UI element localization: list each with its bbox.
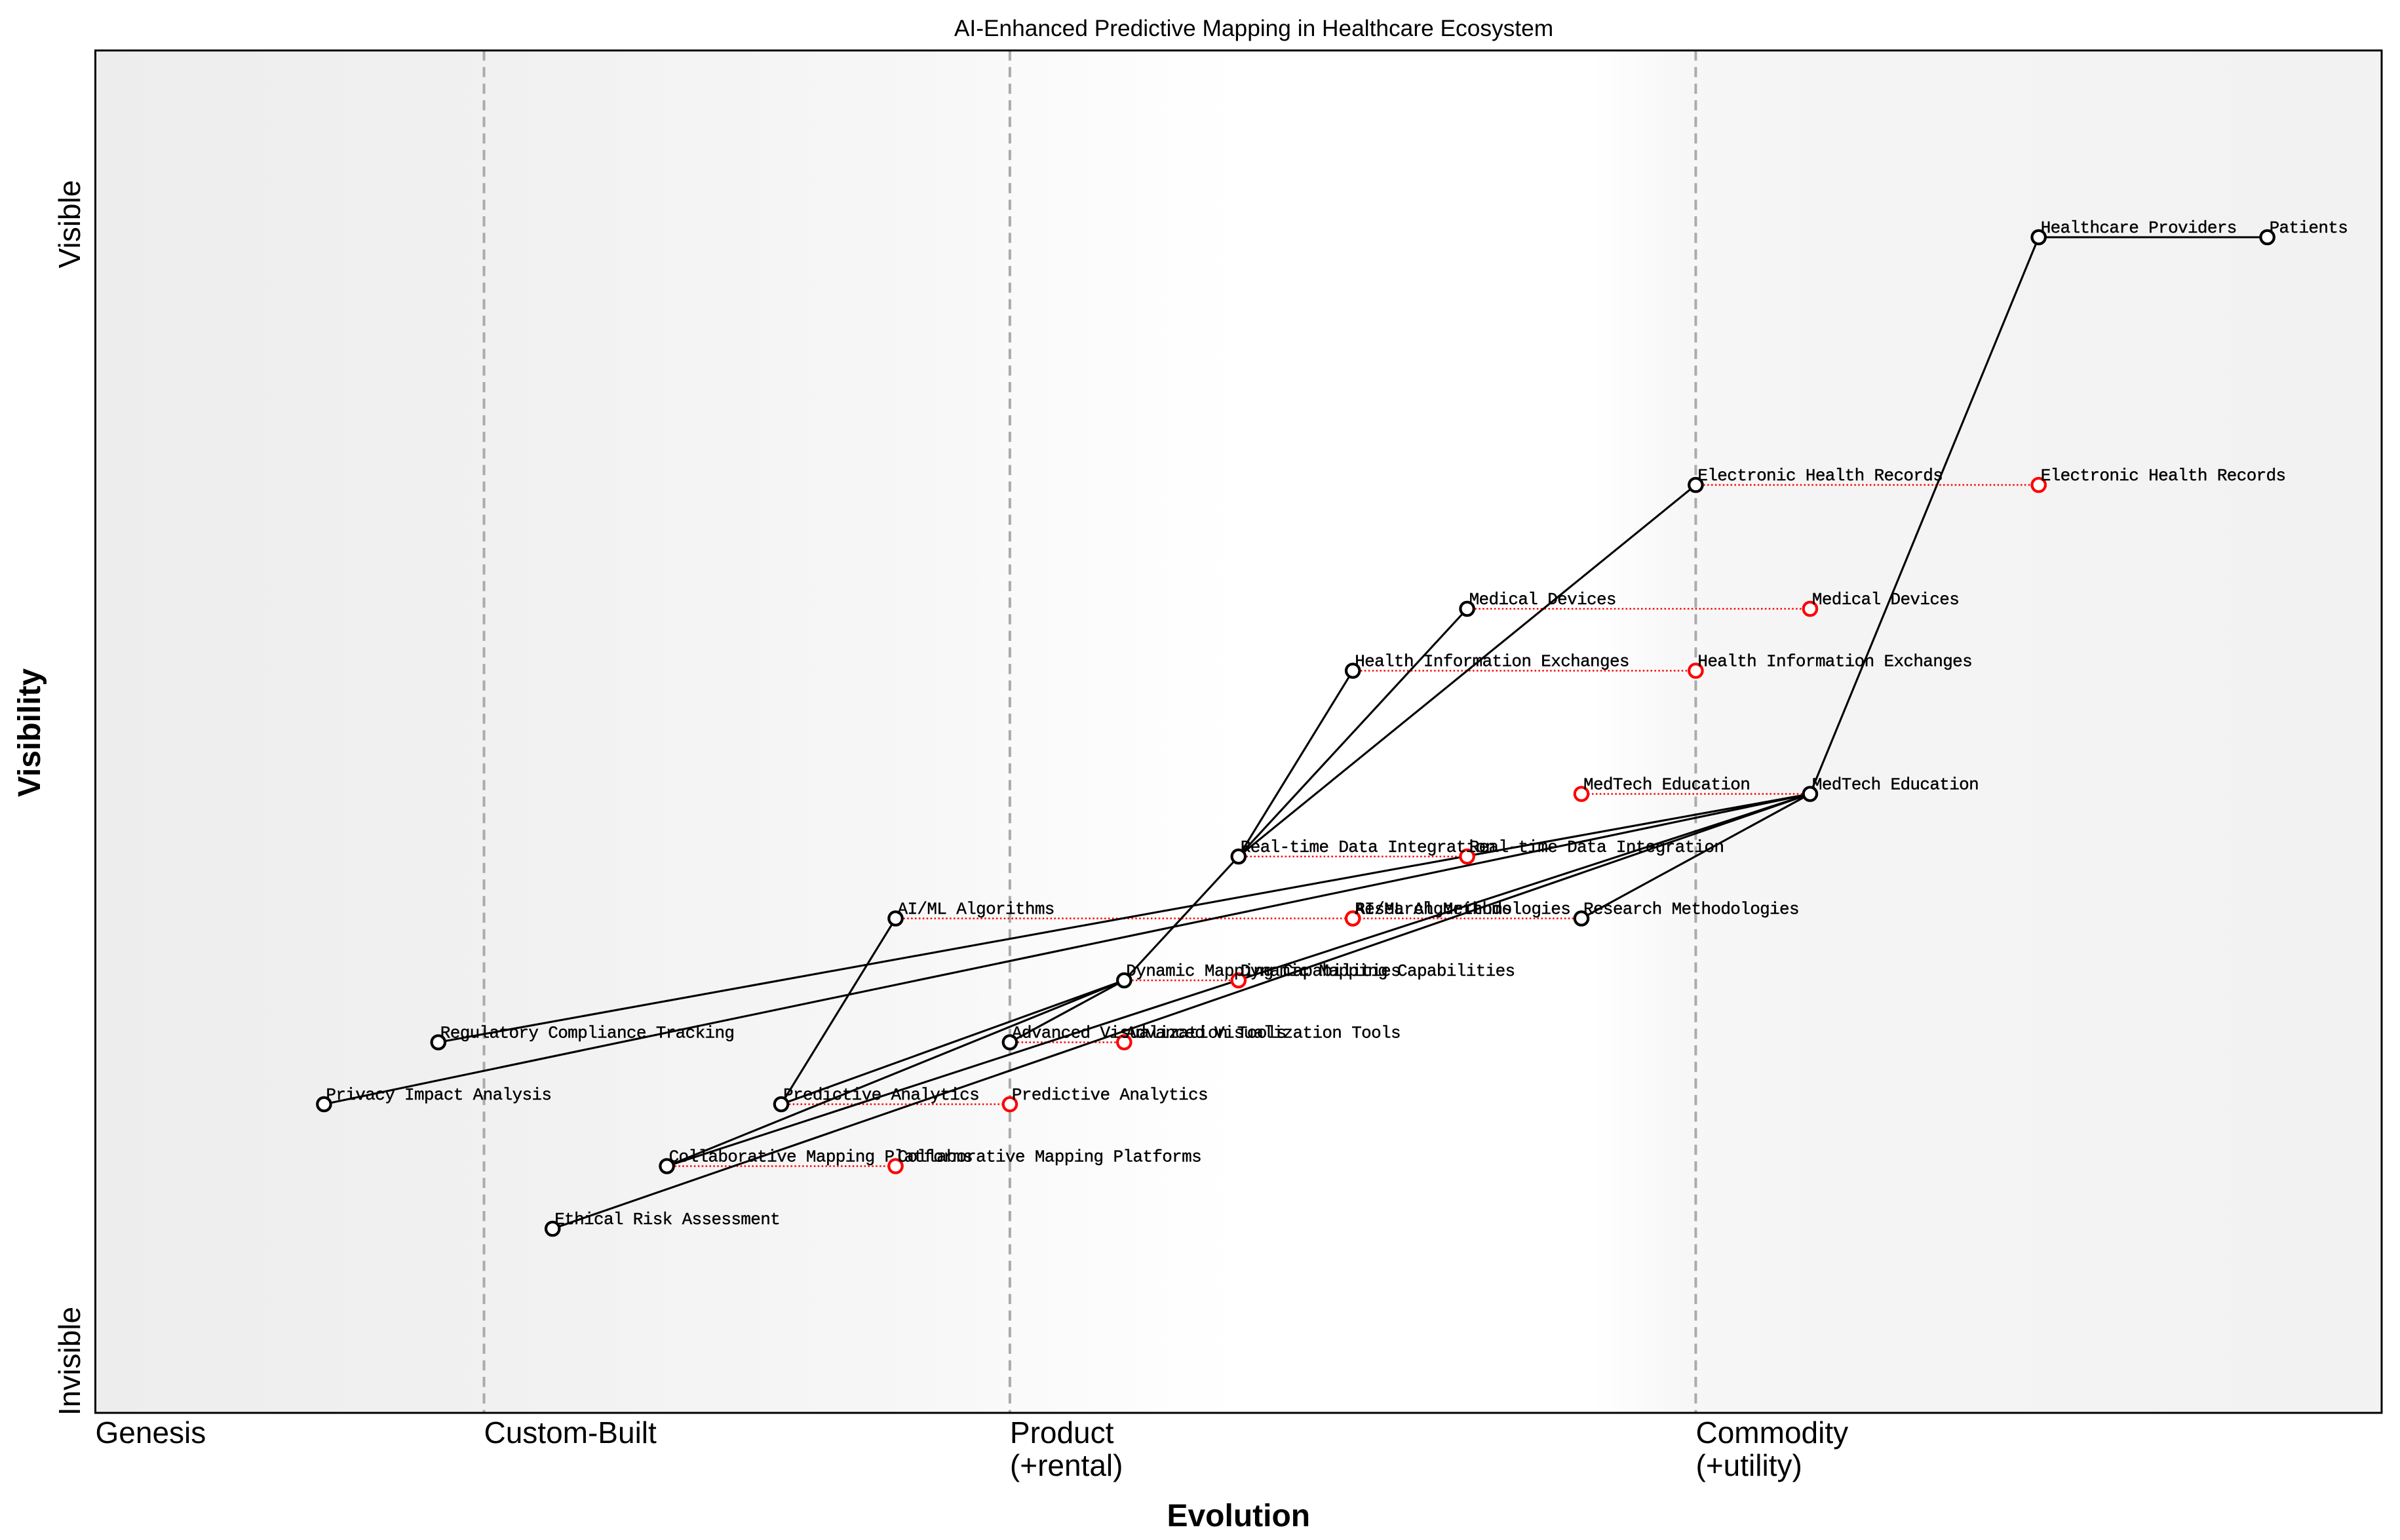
svg-text:Ethical Risk Assessment: Ethical Risk Assessment xyxy=(554,1210,780,1229)
svg-text:Electronic Health Records: Electronic Health Records xyxy=(1697,466,1943,486)
svg-text:Electronic Health Records: Electronic Health Records xyxy=(2041,466,2286,486)
svg-text:Regulatory Compliance Tracking: Regulatory Compliance Tracking xyxy=(440,1024,735,1043)
svg-text:Commodity: Commodity xyxy=(1696,1415,1849,1450)
svg-text:Medical Devices: Medical Devices xyxy=(1812,590,1959,609)
svg-text:Health Information Exchanges: Health Information Exchanges xyxy=(1697,652,1972,672)
svg-text:Healthcare Providers: Healthcare Providers xyxy=(2041,218,2237,238)
svg-text:(+utility): (+utility) xyxy=(1696,1448,1802,1482)
svg-text:Research Methodologies: Research Methodologies xyxy=(1583,900,1799,919)
svg-text:Genesis: Genesis xyxy=(96,1415,206,1450)
svg-text:Visibility: Visibility xyxy=(12,668,47,797)
svg-text:Invisible: Invisible xyxy=(52,1307,87,1415)
svg-text:AI-Enhanced Predictive Mapping: AI-Enhanced Predictive Mapping in Health… xyxy=(954,16,1553,41)
svg-text:MedTech Education: MedTech Education xyxy=(1812,775,1979,795)
svg-text:MedTech Education: MedTech Education xyxy=(1583,775,1750,795)
svg-text:Patients: Patients xyxy=(2270,218,2348,238)
svg-text:Custom-Built: Custom-Built xyxy=(484,1415,657,1450)
svg-text:Visible: Visible xyxy=(52,180,87,269)
svg-text:Predictive Analytics: Predictive Analytics xyxy=(1012,1085,1208,1105)
svg-text:Advanced Visualization Tools: Advanced Visualization Tools xyxy=(1126,1024,1401,1043)
svg-text:Collaborative Mapping Platform: Collaborative Mapping Platforms xyxy=(898,1147,1202,1167)
svg-text:Medical Devices: Medical Devices xyxy=(1469,590,1616,609)
svg-text:Privacy Impact Analysis: Privacy Impact Analysis xyxy=(326,1085,551,1105)
svg-text:Real-time Data Integration: Real-time Data Integration xyxy=(1469,837,1724,857)
svg-text:Advanced Visualization Tools: Advanced Visualization Tools xyxy=(1012,1024,1287,1043)
svg-text:Real-time Data Integration: Real-time Data Integration xyxy=(1241,837,1496,857)
svg-text:AI/ML Algorithms: AI/ML Algorithms xyxy=(1355,900,1511,919)
svg-text:Dynamic Mapping Capabilities: Dynamic Mapping Capabilities xyxy=(1126,961,1401,981)
svg-text:Health Information Exchanges: Health Information Exchanges xyxy=(1355,652,1629,672)
svg-text:Evolution: Evolution xyxy=(1167,1499,1310,1533)
svg-text:Collaborative Mapping Platform: Collaborative Mapping Platforms xyxy=(669,1147,973,1167)
svg-text:Dynamic Mapping Capabilities: Dynamic Mapping Capabilities xyxy=(1241,961,1515,981)
svg-text:Product: Product xyxy=(1010,1415,1114,1450)
svg-text:AI/ML Algorithms: AI/ML Algorithms xyxy=(898,900,1055,919)
svg-text:(+rental): (+rental) xyxy=(1010,1448,1123,1482)
svg-text:Predictive Analytics: Predictive Analytics xyxy=(783,1085,979,1105)
svg-text:Research Methodologies: Research Methodologies xyxy=(1355,900,1570,919)
